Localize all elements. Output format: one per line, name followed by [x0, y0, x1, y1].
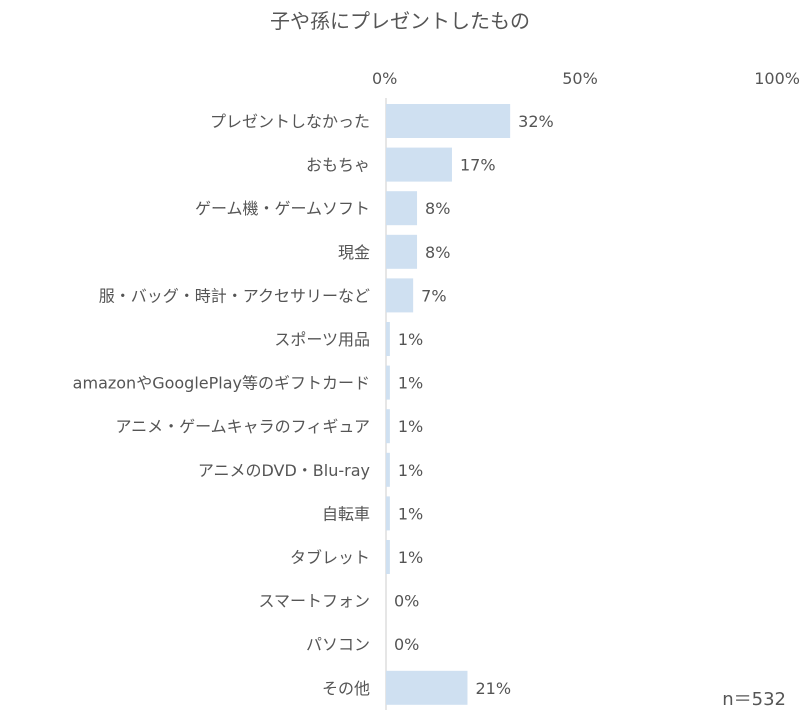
category-label: 服・バッグ・時計・アクセサリーなど: [99, 286, 370, 305]
bar: [386, 365, 390, 400]
category-label: アニメのDVD・Blu-ray: [198, 461, 370, 480]
category-label: おもちゃ: [306, 156, 370, 175]
value-label: 0%: [394, 635, 419, 654]
x-tick-label: 50%: [562, 69, 598, 88]
category-label: その他: [322, 679, 370, 698]
bar: [386, 234, 418, 269]
category-label: amazonやGooglePlay等のギフトカード: [73, 374, 370, 393]
category-label: プレゼントしなかった: [210, 112, 370, 131]
value-label: 1%: [398, 504, 423, 523]
value-label: 1%: [398, 417, 423, 436]
x-tick-label: 100%: [754, 69, 800, 88]
sample-size-note: n＝532: [722, 689, 786, 710]
value-label: 17%: [460, 156, 496, 175]
value-label: 1%: [398, 461, 423, 480]
value-label: 0%: [394, 592, 419, 611]
bar: [386, 322, 390, 356]
bars-group: [386, 104, 511, 705]
bar: [386, 104, 511, 138]
value-label: 21%: [475, 679, 511, 698]
bar: [386, 540, 390, 574]
value-label: 7%: [421, 286, 446, 305]
x-tick-label: 0%: [372, 69, 397, 88]
bar: [386, 452, 390, 487]
bar: [386, 670, 468, 705]
value-label: 8%: [425, 243, 450, 262]
chart-title: 子や孫にプレゼントしたもの: [270, 9, 530, 33]
bar: [386, 409, 390, 444]
value-label: 8%: [425, 199, 450, 218]
bar: [386, 147, 452, 182]
bar: [386, 496, 390, 531]
category-label: ゲーム機・ゲームソフト: [195, 199, 370, 218]
category-label: アニメ・ゲームキャラのフィギュア: [115, 417, 370, 436]
value-labels: 32% 17% 8% 8% 7% 1% 1% 1% 1% 1% 1% 0% 0% 21%: [394, 112, 554, 698]
category-label: スポーツ用品: [274, 330, 370, 349]
category-label: パソコン: [306, 635, 370, 654]
category-label: 自転車: [322, 504, 370, 523]
category-label: タブレット: [290, 548, 370, 567]
category-label: スマートフォン: [258, 592, 370, 611]
category-label: 現金: [338, 243, 370, 262]
bar: [386, 191, 418, 226]
bar: [386, 278, 414, 313]
value-label: 1%: [398, 548, 423, 567]
x-axis-ticks: 0% 50% 100%: [372, 69, 800, 88]
value-label: 1%: [398, 330, 423, 349]
value-label: 32%: [518, 112, 554, 131]
value-label: 1%: [398, 374, 423, 393]
category-labels: プレゼントしなかったおもちゃゲーム機・ゲームソフト現金服・バッグ・時計・アクセサ…: [73, 112, 370, 698]
